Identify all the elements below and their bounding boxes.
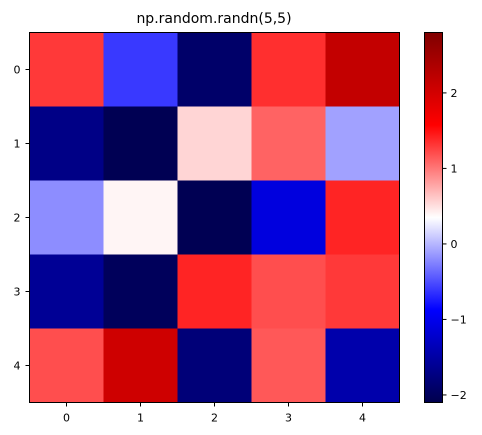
heatmap-cell <box>103 328 178 403</box>
colorbar-tick-label: −2 <box>451 389 467 402</box>
heatmap-cell <box>325 106 400 181</box>
x-axis: 0 1 2 3 4 <box>63 402 366 425</box>
heatmap-cell <box>251 328 326 403</box>
heatmap-cell <box>325 254 400 329</box>
y-tick-label: 4 <box>14 360 21 373</box>
heatmap-cell <box>325 180 400 255</box>
heatmap-cell <box>251 254 326 329</box>
colorbar-tick-label: 0 <box>451 238 458 251</box>
heatmap-cell <box>251 32 326 107</box>
y-axis: 0 1 2 3 4 <box>14 64 30 373</box>
heatmap-cell <box>29 254 104 329</box>
y-tick-label: 0 <box>14 64 21 77</box>
y-tick-label: 3 <box>14 286 21 299</box>
heatmap-cell <box>29 32 104 107</box>
colorbar-tick-label: −1 <box>451 313 467 326</box>
heatmap-cell <box>325 32 400 107</box>
x-tick-label: 0 <box>63 412 70 425</box>
heatmap-cell <box>29 106 104 181</box>
heatmap-cell <box>103 254 178 329</box>
heatmap-cell <box>29 180 104 255</box>
x-tick-label: 4 <box>359 412 366 425</box>
heatmap-cell <box>103 180 178 255</box>
heatmap-cells <box>29 32 400 403</box>
heatmap-cell <box>325 328 400 403</box>
heatmap-cell <box>251 106 326 181</box>
colorbar-tick-label: 2 <box>451 87 458 100</box>
heatmap-cell <box>103 106 178 181</box>
colorbar <box>424 32 443 403</box>
heatmap-cell <box>177 180 252 255</box>
x-tick-label: 2 <box>211 412 218 425</box>
heatmap-cell <box>177 32 252 107</box>
heatmap-cell <box>251 180 326 255</box>
heatmap-cell <box>177 254 252 329</box>
chart-title: np.random.randn(5,5) <box>136 11 291 27</box>
x-tick-label: 3 <box>285 412 292 425</box>
heatmap-cell <box>103 32 178 107</box>
colorbar-axis: −2 −1 0 1 2 <box>442 87 467 402</box>
heatmap-cell <box>29 328 104 403</box>
colorbar-tick-label: 1 <box>451 162 458 175</box>
x-tick-label: 1 <box>137 412 144 425</box>
heatmap-cell <box>177 106 252 181</box>
heatmap-cell <box>177 328 252 403</box>
y-tick-label: 1 <box>14 138 21 151</box>
y-tick-label: 2 <box>14 212 21 225</box>
